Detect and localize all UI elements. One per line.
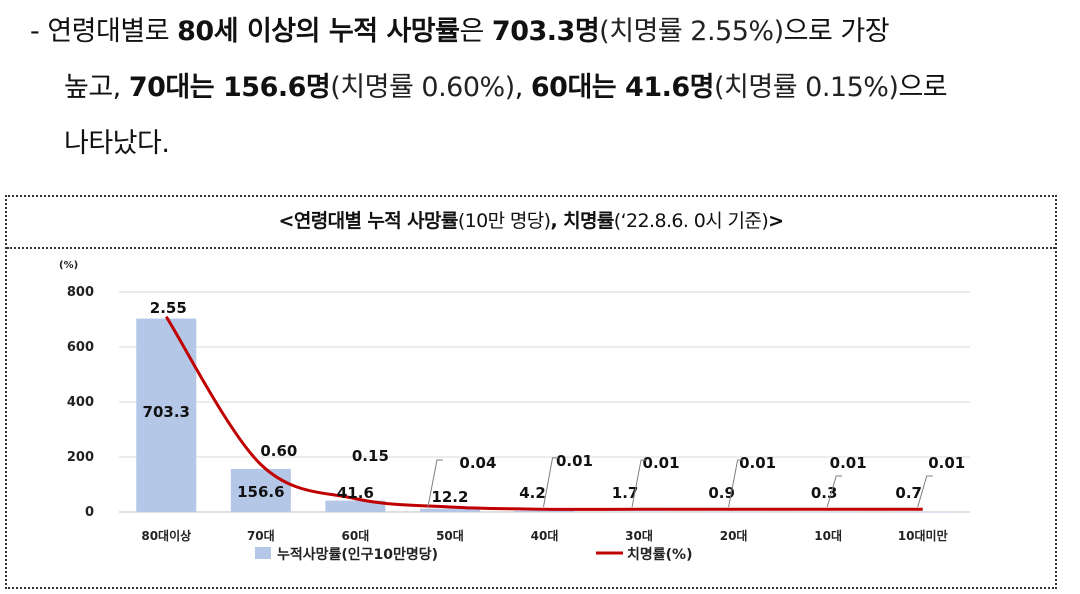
y-tick-label: 200 <box>67 450 94 465</box>
label-leader-line <box>631 459 648 508</box>
chart-frame: <연령대별 누적 사망률(10만 명당), 치명률(‘22.8.6. 0시 기준… <box>5 195 1057 589</box>
title-part: (10만 명당) <box>457 210 551 232</box>
bar-value-label: 12.2 <box>431 488 468 506</box>
bar-value-label: 41.6 <box>337 484 374 502</box>
bar <box>419 508 480 512</box>
label-leader-line <box>826 475 843 508</box>
rate-value-label: 0.04 <box>459 454 496 472</box>
bar <box>514 510 575 512</box>
bar-value-label: 4.2 <box>519 484 546 502</box>
x-tick-label: 40대 <box>531 529 559 543</box>
x-tick-label: 80대이상 <box>141 528 191 543</box>
rate-value-label: 0.01 <box>556 452 593 470</box>
rate-value-label: 0.01 <box>739 454 776 472</box>
bullet-dash: - <box>30 16 40 47</box>
text-bold: 80세 이상의 누적 사망률 <box>177 16 460 47</box>
summary-line-1: - 연령대별로 80세 이상의 누적 사망률은 703.3명(치명률 2.55%… <box>30 4 1075 60</box>
legend-line-label: 치명률(%) <box>627 546 692 563</box>
label-leader-line <box>728 459 744 508</box>
summary-line-2: 높고, 70대는 156.6명(치명률 0.60%), 60대는 41.6명(치… <box>30 60 1075 116</box>
chart-title: <연령대별 누적 사망률(10만 명당), 치명률(‘22.8.6. 0시 기준… <box>7 197 1055 249</box>
unit-label: (%) <box>59 260 78 271</box>
text-segment: (치명률 2.55%) <box>599 16 784 47</box>
x-tick-label: 20대 <box>720 529 748 543</box>
x-tick-label: 10대미만 <box>898 528 948 543</box>
text-segment: (치명률 0.15%) <box>714 72 899 103</box>
label-leader-line <box>427 459 443 508</box>
text-segment: 높고, <box>64 72 129 103</box>
bar <box>325 500 386 512</box>
title-part: (‘22.8.6. 0시 기준) <box>613 210 769 232</box>
fatality-rate-line <box>165 315 923 511</box>
x-tick-label: 60대 <box>342 529 370 543</box>
label-leader-line <box>917 475 933 508</box>
legend-bar-label: 누적사망률(인구10만명당) <box>277 546 438 563</box>
bar <box>892 511 953 513</box>
rate-value-label: 2.55 <box>150 299 187 317</box>
combo-chart: (%) 0 200 400 600 800 80대이상 70대 60대 50대 40대 30대 20대 1… <box>59 260 970 563</box>
bar-value-label: 703.3 <box>143 403 190 421</box>
rate-value-label: 0.01 <box>643 454 680 472</box>
bar <box>703 511 764 513</box>
x-tick-label: 30대 <box>625 529 653 543</box>
x-tick-label: 70대 <box>247 529 275 543</box>
bar <box>609 511 670 513</box>
title-part: > <box>768 210 784 232</box>
text-segment: 은 <box>459 16 492 47</box>
rate-value-label: 0.01 <box>928 454 965 472</box>
bar <box>798 511 859 513</box>
text-bold: 60대는 41.6명 <box>530 72 715 103</box>
bar-value-label: 0.9 <box>708 484 735 502</box>
text-segment: 연령대별로 <box>47 16 178 47</box>
rate-value-label: 0.15 <box>352 447 389 465</box>
bar-value-label: 1.7 <box>612 484 639 502</box>
rate-value-label: 0.01 <box>830 454 867 472</box>
summary-line-3: 나타났다. <box>30 116 1075 172</box>
y-tick-label: 400 <box>67 395 94 410</box>
text-segment: , <box>514 72 531 103</box>
x-tick-label: 50대 <box>436 529 464 543</box>
bar-value-label: 0.3 <box>811 484 838 502</box>
text-segment: (치명률 0.60%) <box>330 72 515 103</box>
bar <box>230 468 291 512</box>
legend-bar-swatch <box>255 547 271 559</box>
y-tick-label: 800 <box>67 285 94 300</box>
x-tick-label: 10대 <box>814 529 842 543</box>
text-segment: 으로 <box>898 72 948 103</box>
y-tick-label: 0 <box>85 505 94 520</box>
rate-value-label: 0.60 <box>260 442 297 460</box>
y-tick-label: 600 <box>67 340 94 355</box>
label-leader-line <box>543 457 559 508</box>
text-bold: 70대는 156.6명 <box>128 72 331 103</box>
text-bold: 703.3명 <box>491 16 600 47</box>
bar-value-label: 156.6 <box>237 483 284 501</box>
text-segment: 으로 가장 <box>783 16 890 47</box>
text-segment: 나타났다. <box>64 128 170 159</box>
summary-paragraph: - 연령대별로 80세 이상의 누적 사망률은 703.3명(치명률 2.55%… <box>30 4 1075 172</box>
title-part: , 치명률 <box>550 210 615 232</box>
title-part: <연령대별 누적 사망률 <box>278 210 459 232</box>
bar-value-label: 0.7 <box>895 484 922 502</box>
